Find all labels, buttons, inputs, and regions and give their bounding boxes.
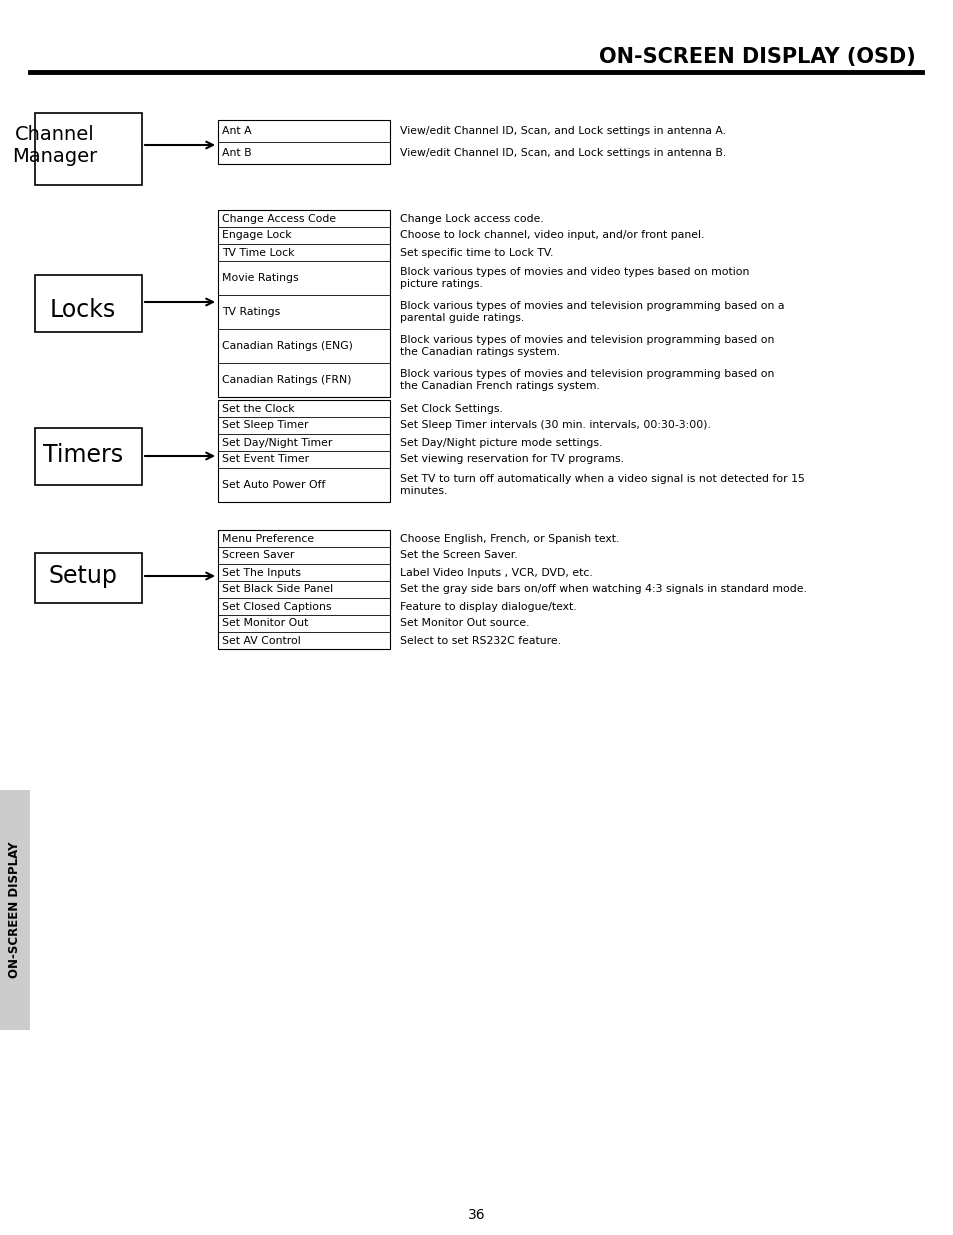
Text: Menu Preference: Menu Preference [222, 534, 314, 543]
Text: Block various types of movies and television programming based on a
parental gui: Block various types of movies and televi… [399, 301, 783, 324]
Text: Set Clock Settings.: Set Clock Settings. [399, 404, 502, 414]
Bar [35, 112, 142, 185]
Text: Choose English, French, or Spanish text.: Choose English, French, or Spanish text. [399, 534, 618, 543]
Text: Block various types of movies and television programming based on
the Canadian r: Block various types of movies and televi… [399, 335, 774, 357]
Text: Set Auto Power Off: Set Auto Power Off [222, 480, 325, 490]
Text: Engage Lock: Engage Lock [222, 231, 292, 241]
Bar [0, 790, 30, 1030]
Text: 36: 36 [468, 1208, 485, 1221]
Bar [35, 429, 142, 485]
Text: Set specific time to Lock TV.: Set specific time to Lock TV. [399, 247, 553, 258]
Text: Set TV to turn off automatically when a video signal is not detected for 15
minu: Set TV to turn off automatically when a … [399, 474, 804, 496]
Text: View/edit Channel ID, Scan, and Lock settings in antenna B.: View/edit Channel ID, Scan, and Lock set… [399, 148, 725, 158]
Text: Channel
Manager: Channel Manager [12, 125, 97, 165]
Text: ON-SCREEN DISPLAY (OSD): ON-SCREEN DISPLAY (OSD) [598, 47, 915, 67]
Text: Set Black Side Panel: Set Black Side Panel [222, 584, 333, 594]
Text: Set Monitor Out source.: Set Monitor Out source. [399, 619, 529, 629]
Bar [35, 553, 142, 603]
Text: Screen Saver: Screen Saver [222, 551, 294, 561]
Text: Set the gray side bars on/off when watching 4:3 signals in standard mode.: Set the gray side bars on/off when watch… [399, 584, 806, 594]
Text: Set Closed Captions: Set Closed Captions [222, 601, 331, 611]
Bar [218, 400, 390, 501]
Text: Set Sleep Timer intervals (30 min. intervals, 00:30-3:00).: Set Sleep Timer intervals (30 min. inter… [399, 420, 710, 431]
Text: Canadian Ratings (ENG): Canadian Ratings (ENG) [222, 341, 353, 351]
Text: Choose to lock channel, video input, and/or front panel.: Choose to lock channel, video input, and… [399, 231, 703, 241]
Bar [218, 530, 390, 650]
Text: Set viewing reservation for TV programs.: Set viewing reservation for TV programs. [399, 454, 623, 464]
Text: TV Ratings: TV Ratings [222, 308, 280, 317]
Text: Block various types of movies and television programming based on
the Canadian F: Block various types of movies and televi… [399, 369, 774, 391]
Bar [218, 120, 390, 164]
Text: Movie Ratings: Movie Ratings [222, 273, 298, 283]
Text: TV Time Lock: TV Time Lock [222, 247, 294, 258]
Bar [218, 210, 390, 396]
Text: Set Event Timer: Set Event Timer [222, 454, 309, 464]
Text: Set AV Control: Set AV Control [222, 636, 300, 646]
Text: Change Access Code: Change Access Code [222, 214, 335, 224]
Text: Setup: Setup [49, 564, 117, 588]
Text: Set Day/Night picture mode settings.: Set Day/Night picture mode settings. [399, 437, 601, 447]
Text: View/edit Channel ID, Scan, and Lock settings in antenna A.: View/edit Channel ID, Scan, and Lock set… [399, 126, 725, 136]
Text: Ant A: Ant A [222, 126, 252, 136]
Text: Canadian Ratings (FRN): Canadian Ratings (FRN) [222, 375, 351, 385]
Text: Block various types of movies and video types based on motion
picture ratings.: Block various types of movies and video … [399, 267, 749, 289]
Text: Ant B: Ant B [222, 148, 252, 158]
Text: ON-SCREEN DISPLAY: ON-SCREEN DISPLAY [9, 842, 22, 978]
Text: Set Day/Night Timer: Set Day/Night Timer [222, 437, 332, 447]
Text: Set The Inputs: Set The Inputs [222, 568, 301, 578]
Text: Label Video Inputs , VCR, DVD, etc.: Label Video Inputs , VCR, DVD, etc. [399, 568, 592, 578]
Text: Set Sleep Timer: Set Sleep Timer [222, 420, 308, 431]
Text: Select to set RS232C feature.: Select to set RS232C feature. [399, 636, 560, 646]
Text: Set the Clock: Set the Clock [222, 404, 294, 414]
Text: Change Lock access code.: Change Lock access code. [399, 214, 543, 224]
Text: Timers: Timers [43, 443, 123, 467]
Text: Locks: Locks [50, 298, 116, 322]
Bar [35, 275, 142, 332]
Text: Set the Screen Saver.: Set the Screen Saver. [399, 551, 517, 561]
Text: Feature to display dialogue/text.: Feature to display dialogue/text. [399, 601, 576, 611]
Text: Set Monitor Out: Set Monitor Out [222, 619, 308, 629]
